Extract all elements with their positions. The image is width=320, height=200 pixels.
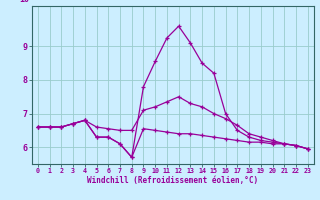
Text: 10: 10 (19, 0, 29, 4)
X-axis label: Windchill (Refroidissement éolien,°C): Windchill (Refroidissement éolien,°C) (87, 176, 258, 185)
